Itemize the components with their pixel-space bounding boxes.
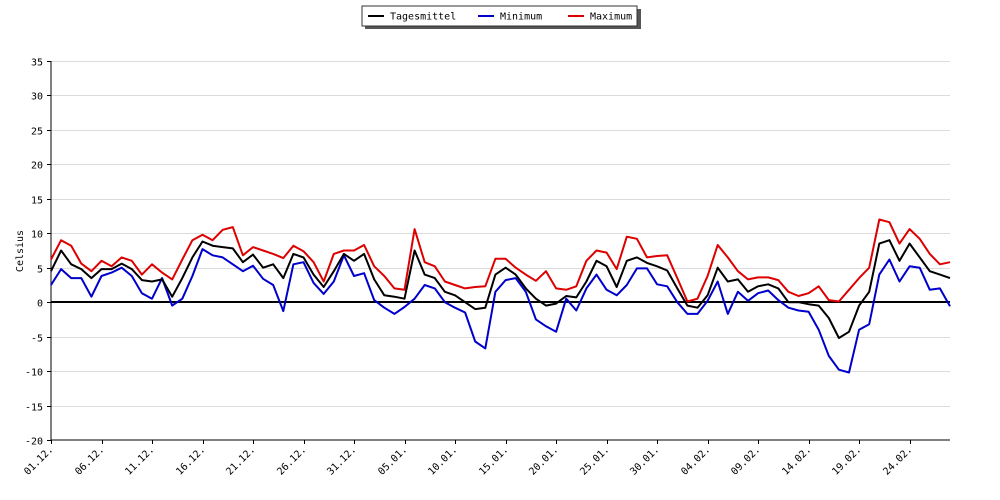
y-tick-label: -20: [25, 437, 43, 448]
y-tick-label: -15: [25, 403, 43, 414]
x-tick-label: 31.12.: [325, 444, 358, 477]
y-tick-label: 25: [31, 127, 43, 138]
x-tick-label: 20.01.: [527, 444, 560, 477]
x-tick-label: 10.01.: [426, 444, 459, 477]
x-tick-label: 06.12.: [73, 444, 106, 477]
series-line-tagesmittel: [50, 239, 951, 339]
x-axis-ticks: 01.12. 06.12. 11.12. 16.12. 21.12. 26.12. 31.1…: [22, 440, 915, 478]
legend-label: Tagesmittel: [390, 12, 456, 23]
y-axis-label: Celsius: [15, 230, 26, 272]
series-lines: [50, 218, 951, 374]
y-tick-label: 5: [37, 265, 43, 276]
y-tick-label: 35: [31, 58, 43, 69]
chart-legend: Tagesmittel Minimum Maximum: [361, 5, 641, 29]
series-line-maximum: [50, 218, 951, 303]
y-tick-label: -10: [25, 368, 43, 379]
x-tick-label: 09.02.: [729, 444, 762, 477]
x-tick-label: 05.01.: [376, 444, 409, 477]
x-tick-label: 24.02.: [881, 444, 914, 477]
y-tick-label: 15: [31, 196, 43, 207]
x-tick-label: 26.12.: [275, 444, 308, 477]
y-tick-label: 20: [31, 161, 43, 172]
y-axis-ticks: -20 -15 -10 -5 0 5 10 15 20 25 30 35: [25, 58, 51, 448]
x-tick-label: 25.01.: [578, 444, 611, 477]
y-tick-label: -5: [31, 334, 43, 345]
x-tick-label: 19.02.: [830, 444, 863, 477]
grid-lines: [51, 61, 950, 407]
x-tick-label: 21.12.: [224, 444, 257, 477]
y-tick-label: 0: [37, 299, 43, 310]
legend-label: Minimum: [500, 12, 542, 23]
legend-label: Maximum: [590, 12, 632, 23]
y-tick-label: 30: [31, 92, 43, 103]
series-line-minimum: [50, 248, 951, 374]
y-tick-label: 10: [31, 230, 43, 241]
x-tick-label: 30.01.: [628, 444, 661, 477]
x-tick-label: 16.12.: [174, 444, 207, 477]
x-tick-label: 01.12.: [22, 444, 55, 477]
x-tick-label: 11.12.: [123, 444, 156, 477]
legend-box: [361, 5, 638, 27]
x-tick-label: 15.01.: [477, 444, 510, 477]
x-tick-label: 14.02.: [780, 444, 813, 477]
x-tick-label: 04.02.: [679, 444, 712, 477]
